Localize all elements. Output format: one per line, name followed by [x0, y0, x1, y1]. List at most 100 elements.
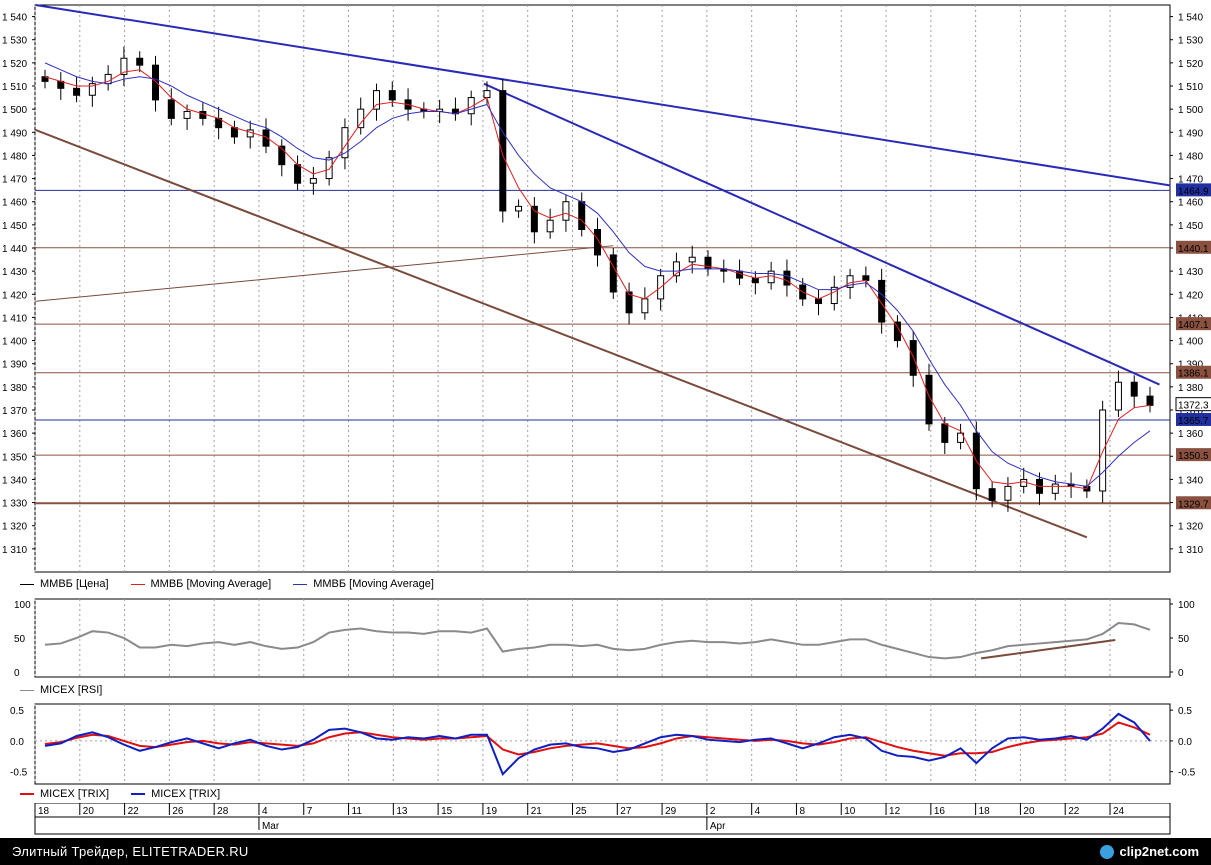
- price-ytick-label-right: 1 380: [1178, 383, 1203, 394]
- price-ytick-label-right: 1 450: [1178, 221, 1203, 232]
- price-ytick-label-left: 1 380: [2, 383, 27, 394]
- price-ytick-label-left: 1 320: [2, 522, 27, 533]
- price-ytick-label-left: 1 420: [2, 290, 27, 301]
- price-ytick-label-left: 1 460: [2, 198, 27, 209]
- legend-price-label: ММВБ [Цена]: [40, 578, 109, 590]
- x-month-label: Apr: [710, 821, 726, 832]
- price-candle-body: [167, 99, 175, 119]
- price-candle-body: [262, 129, 270, 147]
- x-day-label: 4: [262, 806, 268, 817]
- price-level-label: 1464.9: [1178, 186, 1209, 197]
- price-level-tag: [1176, 317, 1211, 331]
- price-ytick-label-right: 1 490: [1178, 128, 1203, 139]
- price-candle-body: [1020, 478, 1028, 487]
- footer-logo-text: clip2net.com: [1119, 844, 1199, 859]
- price-level-label: 1386.1: [1178, 369, 1209, 380]
- x-month-label: Mar: [262, 821, 280, 832]
- price-candle-body: [609, 254, 617, 293]
- price-ytick-label-right: 1 500: [1178, 105, 1203, 116]
- clip2net-logo-icon: [1099, 844, 1114, 859]
- x-day-label: 21: [531, 806, 543, 817]
- legend-trix-red-label: MICEX [TRIX]: [40, 788, 110, 800]
- price-candle-body: [388, 90, 396, 101]
- legend-trix-blue: MICEX [TRIX]: [131, 788, 220, 800]
- price-level-label: 1365.7: [1178, 416, 1209, 427]
- price-candle-body: [1130, 381, 1138, 397]
- price-ytick-label-left: 1 530: [2, 36, 27, 47]
- x-day-label: 27: [620, 806, 632, 817]
- price-candle-body: [941, 423, 949, 443]
- legend-ma-slow-swatch: [293, 583, 308, 585]
- legend-trix-red-swatch: [20, 793, 34, 795]
- price-candle-body: [1051, 483, 1059, 494]
- trix-ytick-label-left: 0.0: [10, 737, 24, 748]
- price-level-label: 1407.1: [1178, 320, 1209, 331]
- ma-slow-line: [44, 62, 1151, 487]
- price-level-tag: [1176, 240, 1211, 254]
- price-ytick-label-left: 1 400: [2, 337, 27, 348]
- x-axis: 18 20 22 26 28 4 7 11 13 15 19 21 25 27 29 2 4 8 10 12 16 18 2…: [0, 802, 1211, 838]
- price-level-tag: [1176, 496, 1211, 510]
- price-ytick-label-left: 1 540: [2, 13, 27, 24]
- price-candle-body: [546, 219, 554, 233]
- price-level-label: 1329.7: [1178, 499, 1209, 510]
- legend-ma-fast: ММВБ [Moving Average]: [130, 578, 271, 590]
- price-ytick-label-right: 1 320: [1178, 522, 1203, 533]
- legend-trix-red: MICEX [TRIX]: [20, 788, 109, 800]
- price-candle-body: [641, 298, 649, 314]
- legend-price-swatch: [20, 583, 34, 585]
- trendline-upper-long: [35, 4, 1171, 187]
- price-ytick-label-left: 1 510: [2, 82, 27, 93]
- price-candle-body: [136, 57, 144, 66]
- x-day-label: 24: [1113, 806, 1125, 817]
- price-candle-body: [230, 127, 238, 138]
- price-candle-body: [483, 90, 491, 99]
- price-ytick-label-left: 1 430: [2, 267, 27, 278]
- price-candle-body: [783, 270, 791, 286]
- price-ytick-label-left: 1 390: [2, 360, 27, 371]
- price-ytick-label-right: 1 340: [1178, 475, 1203, 486]
- price-level-label: 1440.1: [1178, 244, 1209, 255]
- trix-ytick-label-right: -0.5: [1178, 768, 1196, 779]
- price-candle-body: [925, 374, 933, 425]
- price-candle-body: [594, 228, 601, 256]
- price-ytick-label-right: 1 390: [1178, 360, 1203, 371]
- price-ytick-label-left: 1 500: [2, 105, 27, 116]
- price-ytick-label-left: 1 440: [2, 244, 27, 255]
- x-day-label: 28: [217, 806, 229, 817]
- legend-trix-blue-label: MICEX [TRIX]: [151, 788, 221, 800]
- x-day-label: 19: [486, 806, 498, 817]
- price-ytick-label-left: 1 480: [2, 151, 27, 162]
- x-day-label: 10: [844, 806, 856, 817]
- price-ytick-label-right: 1 510: [1178, 82, 1203, 93]
- price-ytick-label-left: 1 340: [2, 475, 27, 486]
- price-candle-body: [830, 286, 838, 305]
- price-candle-body: [88, 83, 96, 96]
- x-day-label: 29: [665, 806, 677, 817]
- trix-blue-line: [44, 712, 1151, 776]
- price-ytick-label-left: 1 520: [2, 59, 27, 70]
- price-candle-body: [672, 261, 680, 277]
- trix-ytick-label-right: 0.5: [1178, 706, 1192, 717]
- price-candle-body: [294, 164, 302, 184]
- price-candle-body: [562, 201, 570, 221]
- price-candle-body: [499, 90, 507, 212]
- rsi-ytick-label-left: 100: [14, 600, 31, 611]
- x-day-label: 11: [352, 806, 363, 817]
- legend-price: ММВБ [Цена]: [20, 578, 109, 590]
- price-level-tag: [1176, 412, 1211, 426]
- rsi-panel: 100 100 50 50 0 0 MICEX [RSI]: [0, 596, 1211, 700]
- price-ytick-label-right: 1 460: [1178, 198, 1203, 209]
- legend-ma-slow-label: ММВБ [Moving Average]: [313, 578, 434, 590]
- price-ytick-label-left: 1 350: [2, 452, 27, 463]
- rsi-ytick-label-right: 100: [1178, 600, 1195, 611]
- price-candle-body: [878, 279, 886, 323]
- price-level-tag: [1176, 365, 1211, 379]
- price-candle-body: [183, 110, 191, 119]
- x-day-label: 25: [576, 806, 588, 817]
- price-ytick-label-left: 1 470: [2, 175, 27, 186]
- price-ytick-label-right: 1 480: [1178, 151, 1203, 162]
- price-candle-body: [515, 205, 523, 212]
- x-day-label: 16: [934, 806, 946, 817]
- legend-rsi-swatch: [20, 689, 34, 691]
